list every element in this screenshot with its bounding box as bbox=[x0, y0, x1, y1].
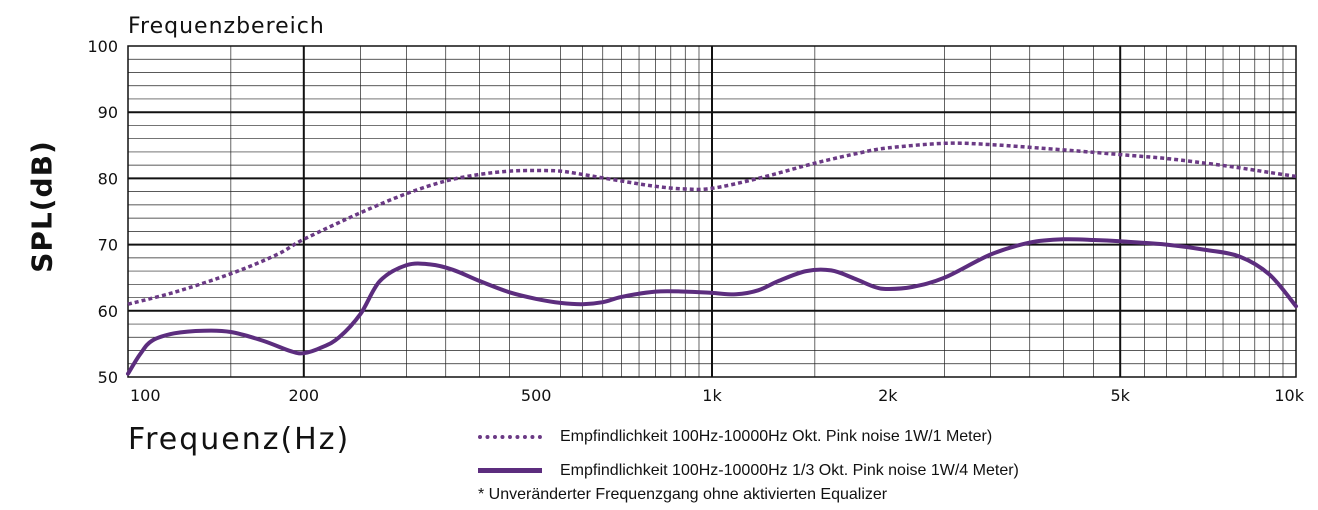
legend-item-dotted: Empfindlichkeit 100Hz-10000Hz Okt. Pink … bbox=[478, 420, 1019, 454]
legend-item-solid: Empfindlichkeit 100Hz-10000Hz 1/3 Okt. P… bbox=[478, 454, 1019, 488]
x-tick-label: 5k bbox=[1110, 386, 1130, 405]
y-tick-label: 80 bbox=[98, 169, 118, 188]
series-layer bbox=[126, 141, 1298, 376]
x-tick-label: 2k bbox=[878, 386, 898, 405]
x-tick-label: 500 bbox=[521, 386, 552, 405]
legend-swatch-dotted bbox=[478, 429, 542, 445]
y-tick-label: 50 bbox=[98, 368, 118, 387]
y-tick-labels: 50 60 70 80 90 100 bbox=[87, 37, 118, 387]
major-grid bbox=[128, 46, 1296, 377]
legend-label-dotted: Empfindlichkeit 100Hz-10000Hz Okt. Pink … bbox=[560, 428, 993, 445]
y-tick-label: 90 bbox=[98, 103, 118, 122]
x-tick-label: 100 bbox=[130, 386, 161, 405]
x-tick-labels: 100 200 500 1k 2k 5k 10k bbox=[130, 386, 1305, 405]
series-line-solid bbox=[126, 237, 1298, 376]
footnote: * Unveränderter Frequenzgang ohne aktivi… bbox=[478, 486, 888, 503]
frequency-response-chart: 50 60 70 80 90 100 100 200 500 1k 2k 5k 10k bbox=[87, 37, 1305, 405]
legend-swatch-solid bbox=[478, 463, 542, 479]
x-axis-label: Frequenz(Hz) bbox=[128, 422, 351, 457]
x-tick-label: 10k bbox=[1274, 386, 1304, 405]
y-tick-label: 60 bbox=[98, 302, 118, 321]
chart-title: Frequenzbereich bbox=[128, 14, 325, 39]
plot-frame bbox=[127, 45, 1297, 378]
legend: Empfindlichkeit 100Hz-10000Hz Okt. Pink … bbox=[478, 420, 1019, 488]
legend-label-solid: Empfindlichkeit 100Hz-10000Hz 1/3 Okt. P… bbox=[560, 462, 1019, 479]
series-line-dotted bbox=[127, 141, 1297, 306]
y-tick-label: 100 bbox=[87, 37, 118, 56]
x-tick-label: 1k bbox=[702, 386, 722, 405]
y-tick-label: 70 bbox=[98, 236, 118, 255]
x-tick-label: 200 bbox=[289, 386, 320, 405]
